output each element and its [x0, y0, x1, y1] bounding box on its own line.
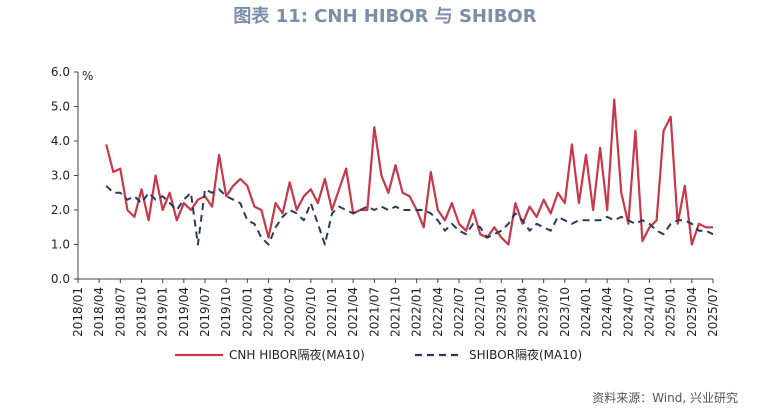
- series-line: [105, 98, 713, 246]
- x-tick-label: 2023/10: [558, 287, 572, 337]
- x-tick-label: 2025/01: [664, 287, 678, 337]
- x-tick-label: 2021/07: [367, 287, 381, 337]
- x-tick-label: 2018/10: [135, 287, 149, 337]
- x-tick-label: 2021/04: [346, 287, 360, 337]
- x-tick-label: 2022/01: [410, 287, 424, 337]
- x-tick-label: 2018/07: [113, 287, 127, 337]
- x-tick-label: 2018/01: [71, 287, 85, 337]
- x-tick-label: 2024/07: [621, 287, 635, 337]
- x-tick-label: 2023/07: [537, 287, 551, 337]
- x-tick-label: 2022/07: [452, 287, 466, 337]
- x-tick-label: 2024/01: [579, 287, 593, 337]
- y-axis-label: %: [82, 69, 93, 83]
- y-tick-label: 1.0: [51, 238, 70, 252]
- x-tick-label: 2020/04: [262, 287, 276, 337]
- x-tick-label: 2024/04: [600, 287, 614, 337]
- x-tick-label: 2020/07: [283, 287, 297, 337]
- x-tick-label: 2022/04: [431, 287, 445, 337]
- x-tick-label: 2025/04: [685, 287, 699, 337]
- x-tick-label: 2021/10: [389, 287, 403, 337]
- y-tick-label: 6.0: [51, 65, 70, 79]
- y-tick-label: 3.0: [51, 169, 70, 183]
- x-tick-label: 2023/04: [516, 287, 530, 337]
- y-tick-label: 5.0: [51, 100, 70, 114]
- x-tick-label: 2020/10: [304, 287, 318, 337]
- legend-label: SHIBOR隔夜(MA10): [469, 347, 582, 362]
- x-tick-label: 2018/04: [92, 287, 106, 337]
- x-tick-label: 2019/01: [156, 287, 170, 337]
- legend-label: CNH HIBOR隔夜(MA10): [229, 347, 365, 362]
- x-tick-label: 2019/07: [198, 287, 212, 337]
- x-tick-label: 2023/01: [494, 287, 508, 337]
- x-tick-label: 2021/01: [325, 287, 339, 337]
- y-tick-label: 4.0: [51, 134, 70, 148]
- y-tick-label: 2.0: [51, 203, 70, 217]
- x-tick-label: 2025/07: [706, 287, 720, 337]
- x-tick-label: 2022/10: [473, 287, 487, 337]
- x-tick-label: 2020/01: [240, 287, 254, 337]
- source-note: 资料来源：Wind, 兴业研究: [592, 390, 738, 405]
- y-tick-label: 0.0: [51, 272, 70, 286]
- chart-title: 图表 11: CNH HIBOR 与 SHIBOR: [233, 5, 536, 27]
- series-line: [105, 185, 714, 246]
- x-tick-label: 2019/04: [177, 287, 191, 337]
- x-tick-label: 2024/10: [643, 287, 657, 337]
- x-tick-label: 2019/10: [219, 287, 233, 337]
